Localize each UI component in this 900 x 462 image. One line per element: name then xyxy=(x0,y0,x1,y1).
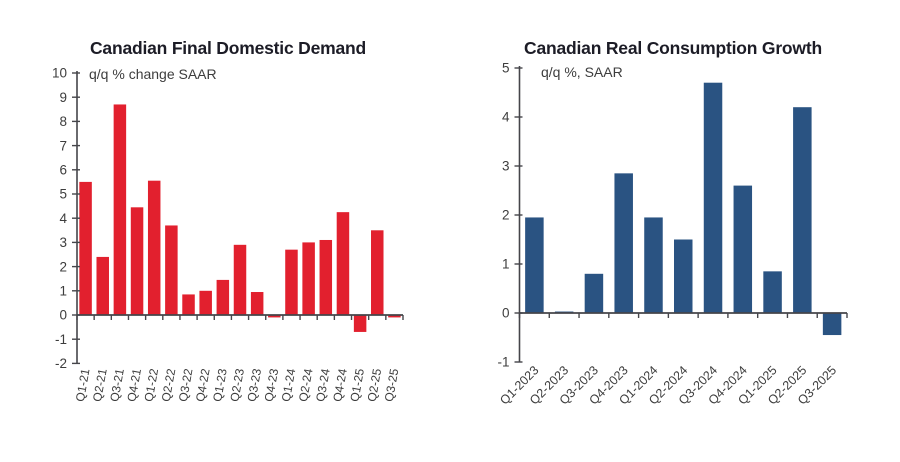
bar-Q3-23 xyxy=(250,292,264,315)
left-chart-subtitle: q/q % change SAAR xyxy=(89,66,217,82)
category-label: Q2-21 xyxy=(90,367,110,403)
y-tick-label: 10 xyxy=(52,66,67,81)
y-tick-label: 4 xyxy=(59,211,67,226)
bar-Q2-24 xyxy=(302,242,315,315)
right-chart-plot: 543210-1Q1-2023Q2-2023Q3-2023Q4-2023Q1-2… xyxy=(497,61,848,408)
y-tick-label: 2 xyxy=(59,259,67,274)
category-label: Q3-24 xyxy=(313,367,333,403)
y-tick-label: 1 xyxy=(502,257,510,272)
category-label: Q2-23 xyxy=(227,367,247,403)
y-tick-label: 2 xyxy=(502,208,510,223)
category-label: Q1-21 xyxy=(73,367,93,403)
category-label: Q4-24 xyxy=(330,367,350,403)
y-tick-label: 6 xyxy=(59,163,67,178)
y-tick-label: -2 xyxy=(55,356,67,371)
y-tick-label: 3 xyxy=(59,235,67,250)
bar-Q3-25 xyxy=(388,315,401,318)
chart-real-consumption-growth: Canadian Real Consumption Growth q/q %, … xyxy=(497,38,848,408)
category-label: Q1-22 xyxy=(142,367,162,403)
y-tick-label: 4 xyxy=(502,110,510,125)
category-label: Q1-24 xyxy=(279,367,299,403)
category-label: Q4-23 xyxy=(262,367,282,403)
y-tick-label: 5 xyxy=(59,187,67,202)
right-chart-subtitle: q/q %, SAAR xyxy=(541,64,623,80)
bar-Q3-21 xyxy=(113,104,127,316)
left-chart-plot: 109876543210-1-2Q1-21Q2-21Q3-21Q4-21Q1-2… xyxy=(52,66,404,403)
right-chart-title: Canadian Real Consumption Growth xyxy=(524,38,822,58)
bar-Q1-2024 xyxy=(644,217,663,313)
category-label: Q3-25 xyxy=(382,367,402,403)
bar-Q4-24 xyxy=(336,212,350,315)
bar-Q4-2023 xyxy=(614,173,633,313)
bar-Q3-22 xyxy=(182,294,195,315)
y-tick-label: -1 xyxy=(55,332,67,347)
y-tick-label: 3 xyxy=(502,159,510,174)
bar-Q1-22 xyxy=(147,180,161,315)
bar-Q1-21 xyxy=(79,181,92,315)
y-tick-label: 9 xyxy=(59,90,67,105)
bar-Q1-25 xyxy=(353,315,367,332)
bar-Q1-23 xyxy=(216,279,230,315)
bar-Q2-2025 xyxy=(793,107,812,313)
bar-Q3-24 xyxy=(319,239,333,315)
category-label: Q3-23 xyxy=(245,367,265,403)
bar-Q2-2024 xyxy=(674,239,693,313)
y-tick-label: 0 xyxy=(502,306,510,321)
chart-final-domestic-demand: Canadian Final Domestic Demand q/q % cha… xyxy=(52,38,404,403)
y-tick-label: 5 xyxy=(502,61,510,76)
bar-Q1-24 xyxy=(285,249,298,315)
bar-Q4-21 xyxy=(130,207,144,315)
y-tick-label: -1 xyxy=(497,355,509,370)
category-label: Q3-21 xyxy=(107,367,127,403)
bar-Q4-22 xyxy=(199,290,212,315)
bar-Q2-25 xyxy=(371,230,384,315)
y-tick-label: 7 xyxy=(59,138,67,153)
bar-Q1-2023 xyxy=(525,217,544,313)
bar-Q1-2025 xyxy=(763,271,782,313)
category-label: Q4-21 xyxy=(124,367,144,403)
bar-Q3-2025 xyxy=(822,313,842,336)
category-label: Q2-22 xyxy=(159,367,179,403)
y-tick-label: 8 xyxy=(59,114,67,129)
bar-Q4-2024 xyxy=(733,185,753,313)
y-tick-label: 0 xyxy=(59,308,67,323)
bar-Q3-2024 xyxy=(703,82,723,313)
category-label: Q3-22 xyxy=(176,367,196,403)
bar-Q3-2023 xyxy=(584,273,604,313)
category-label: Q4-22 xyxy=(193,367,213,403)
category-label: Q1-23 xyxy=(210,367,230,403)
category-label: Q1-25 xyxy=(347,367,367,403)
bar-Q4-23 xyxy=(268,315,281,318)
category-label: Q2-24 xyxy=(296,367,316,403)
y-tick-label: 1 xyxy=(59,284,67,299)
bar-Q2-22 xyxy=(165,225,178,315)
bar-Q2-23 xyxy=(233,244,247,315)
category-label: Q2-25 xyxy=(365,367,385,403)
left-chart-title: Canadian Final Domestic Demand xyxy=(90,38,366,58)
bar-Q2-21 xyxy=(96,256,109,315)
